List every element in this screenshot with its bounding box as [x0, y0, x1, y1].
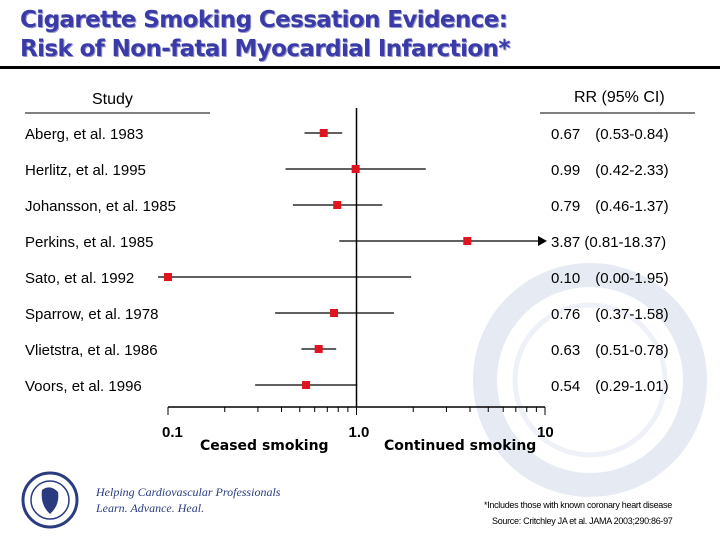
- study-name: Sparrow, et al. 1978: [25, 306, 158, 323]
- rr-value: 0.63 (0.51-0.78): [551, 342, 669, 359]
- study-name: Vlietstra, et al. 1986: [25, 342, 158, 359]
- rr-marker: [463, 237, 472, 245]
- x-tick-label: 10: [537, 424, 554, 441]
- rr-marker: [314, 345, 323, 353]
- rr-marker: [333, 201, 342, 209]
- study-name: Perkins, et al. 1985: [25, 234, 153, 251]
- rr-value: 3.87 (0.81-18.37): [551, 234, 666, 251]
- rr-value: 0.76 (0.37-1.58): [551, 306, 669, 323]
- rr-value: 0.99 (0.42-2.33): [551, 162, 669, 179]
- rr-marker: [319, 129, 328, 137]
- rr-value: 0.54 (0.29-1.01): [551, 378, 669, 395]
- rr-marker: [330, 309, 339, 317]
- rr-marker: [351, 165, 360, 173]
- ci-arrow-icon: [538, 236, 547, 246]
- study-name: Voors, et al. 1996: [25, 378, 142, 395]
- footnote: *Includes those with known coronary hear…: [484, 500, 672, 510]
- study-name: Aberg, et al. 1983: [25, 126, 143, 143]
- x-tick-label: 1.0: [349, 424, 370, 441]
- slide-title: Cigarette Smoking Cessation Evidence: Ri…: [20, 7, 510, 62]
- study-header: Study: [92, 91, 133, 108]
- study-name: Johansson, et al. 1985: [25, 198, 176, 215]
- rr-value: 0.10 (0.00-1.95): [551, 270, 669, 287]
- rr-marker: [164, 273, 172, 281]
- tagline-2: Learn. Advance. Heal.: [96, 501, 205, 515]
- source-citation: Source: Critchley JA et al. JAMA 2003;29…: [492, 516, 673, 526]
- study-name: Herlitz, et al. 1995: [25, 162, 146, 179]
- rr-value: 0.67 (0.53-0.84): [551, 126, 669, 143]
- study-name: Sato, et al. 1992: [25, 270, 134, 287]
- tagline-1: Helping Cardiovascular Professionals: [96, 485, 281, 499]
- x-tick-label: 0.1: [162, 424, 183, 441]
- rr-value: 0.79 (0.46-1.37): [551, 198, 669, 215]
- rr-header: RR (95% CI): [574, 89, 665, 106]
- title-rule: [0, 66, 720, 69]
- x-label-ceased: Ceased smoking: [200, 438, 329, 454]
- x-label-continued: Continued smoking: [384, 438, 536, 454]
- rr-marker: [302, 381, 311, 389]
